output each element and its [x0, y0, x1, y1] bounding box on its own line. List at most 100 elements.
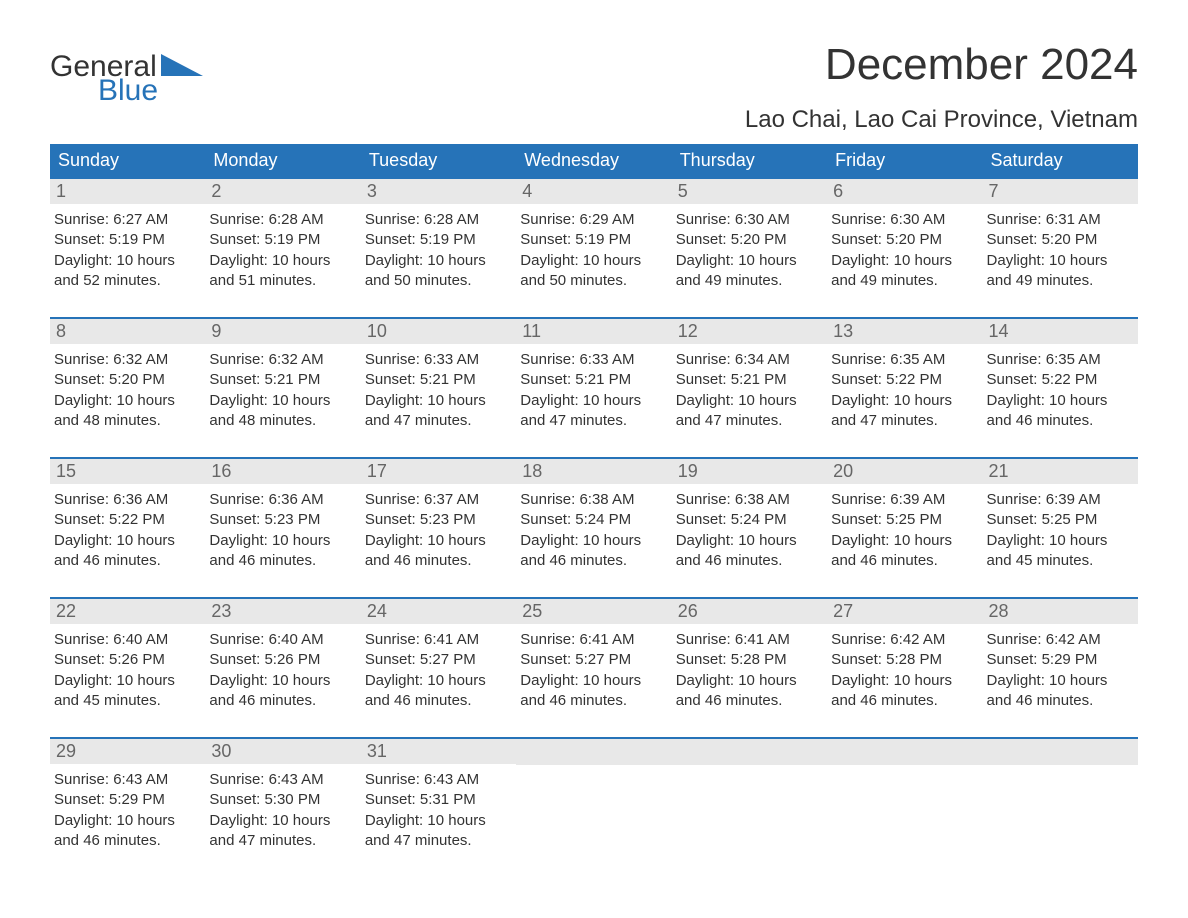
day-cell: 20Sunrise: 6:39 AMSunset: 5:25 PMDayligh…	[827, 459, 982, 575]
day-number: 16	[205, 459, 360, 484]
calendar: SundayMondayTuesdayWednesdayThursdayFrid…	[50, 144, 1138, 855]
day-line-d2: and 46 minutes.	[987, 691, 1134, 711]
day-body: Sunrise: 6:37 AMSunset: 5:23 PMDaylight:…	[361, 484, 516, 575]
day-number: 10	[361, 319, 516, 344]
day-body: Sunrise: 6:40 AMSunset: 5:26 PMDaylight:…	[50, 624, 205, 715]
logo-triangle-icon	[161, 54, 203, 81]
day-cell: 11Sunrise: 6:33 AMSunset: 5:21 PMDayligh…	[516, 319, 671, 435]
day-cell: 9Sunrise: 6:32 AMSunset: 5:21 PMDaylight…	[205, 319, 360, 435]
week-row: 1Sunrise: 6:27 AMSunset: 5:19 PMDaylight…	[50, 177, 1138, 295]
day-number: 21	[983, 459, 1138, 484]
day-line-d2: and 51 minutes.	[209, 271, 356, 291]
day-body: Sunrise: 6:39 AMSunset: 5:25 PMDaylight:…	[983, 484, 1138, 575]
day-line-sunrise: Sunrise: 6:43 AM	[54, 770, 201, 790]
day-line-d2: and 46 minutes.	[209, 691, 356, 711]
day-line-d1: Daylight: 10 hours	[987, 671, 1134, 691]
day-line-sunset: Sunset: 5:22 PM	[987, 370, 1134, 390]
day-line-d1: Daylight: 10 hours	[520, 671, 667, 691]
day-number: 7	[983, 179, 1138, 204]
day-cell: 1Sunrise: 6:27 AMSunset: 5:19 PMDaylight…	[50, 179, 205, 295]
day-line-sunset: Sunset: 5:20 PM	[987, 230, 1134, 250]
day-line-d2: and 49 minutes.	[987, 271, 1134, 291]
day-body: Sunrise: 6:41 AMSunset: 5:27 PMDaylight:…	[516, 624, 671, 715]
day-line-sunset: Sunset: 5:27 PM	[520, 650, 667, 670]
day-cell: 26Sunrise: 6:41 AMSunset: 5:28 PMDayligh…	[672, 599, 827, 715]
day-line-sunset: Sunset: 5:20 PM	[54, 370, 201, 390]
day-line-d2: and 47 minutes.	[209, 831, 356, 851]
day-cell: 19Sunrise: 6:38 AMSunset: 5:24 PMDayligh…	[672, 459, 827, 575]
day-cell: 3Sunrise: 6:28 AMSunset: 5:19 PMDaylight…	[361, 179, 516, 295]
day-line-sunrise: Sunrise: 6:30 AM	[676, 210, 823, 230]
day-number: 20	[827, 459, 982, 484]
day-line-sunset: Sunset: 5:19 PM	[54, 230, 201, 250]
day-number: 19	[672, 459, 827, 484]
day-line-sunrise: Sunrise: 6:41 AM	[520, 630, 667, 650]
day-line-sunrise: Sunrise: 6:43 AM	[365, 770, 512, 790]
week-row: 29Sunrise: 6:43 AMSunset: 5:29 PMDayligh…	[50, 737, 1138, 855]
day-line-sunset: Sunset: 5:19 PM	[365, 230, 512, 250]
day-number: 23	[205, 599, 360, 624]
day-number: 26	[672, 599, 827, 624]
day-line-d2: and 46 minutes.	[676, 551, 823, 571]
day-body: Sunrise: 6:41 AMSunset: 5:28 PMDaylight:…	[672, 624, 827, 715]
day-cell: 29Sunrise: 6:43 AMSunset: 5:29 PMDayligh…	[50, 739, 205, 855]
day-line-d1: Daylight: 10 hours	[209, 391, 356, 411]
day-line-sunset: Sunset: 5:22 PM	[831, 370, 978, 390]
day-line-sunrise: Sunrise: 6:43 AM	[209, 770, 356, 790]
day-number: 22	[50, 599, 205, 624]
day-cell: 27Sunrise: 6:42 AMSunset: 5:28 PMDayligh…	[827, 599, 982, 715]
day-line-sunrise: Sunrise: 6:41 AM	[676, 630, 823, 650]
day-body: Sunrise: 6:43 AMSunset: 5:29 PMDaylight:…	[50, 764, 205, 855]
empty-day-header	[983, 739, 1138, 765]
day-number: 9	[205, 319, 360, 344]
day-line-d1: Daylight: 10 hours	[831, 251, 978, 271]
day-number: 6	[827, 179, 982, 204]
day-body: Sunrise: 6:32 AMSunset: 5:21 PMDaylight:…	[205, 344, 360, 435]
day-body: Sunrise: 6:28 AMSunset: 5:19 PMDaylight:…	[205, 204, 360, 295]
day-cell: 12Sunrise: 6:34 AMSunset: 5:21 PMDayligh…	[672, 319, 827, 435]
day-line-d1: Daylight: 10 hours	[54, 391, 201, 411]
day-line-sunrise: Sunrise: 6:32 AM	[209, 350, 356, 370]
day-line-sunrise: Sunrise: 6:29 AM	[520, 210, 667, 230]
day-cell: 16Sunrise: 6:36 AMSunset: 5:23 PMDayligh…	[205, 459, 360, 575]
day-cell: 6Sunrise: 6:30 AMSunset: 5:20 PMDaylight…	[827, 179, 982, 295]
header: General Blue December 2024 Lao Chai, Lao…	[50, 40, 1138, 134]
day-line-d2: and 50 minutes.	[365, 271, 512, 291]
day-cell: 21Sunrise: 6:39 AMSunset: 5:25 PMDayligh…	[983, 459, 1138, 575]
day-cell: 7Sunrise: 6:31 AMSunset: 5:20 PMDaylight…	[983, 179, 1138, 295]
logo: General Blue	[50, 40, 203, 108]
week-row: 8Sunrise: 6:32 AMSunset: 5:20 PMDaylight…	[50, 317, 1138, 435]
day-line-d2: and 45 minutes.	[54, 691, 201, 711]
day-cell: 15Sunrise: 6:36 AMSunset: 5:22 PMDayligh…	[50, 459, 205, 575]
day-number: 18	[516, 459, 671, 484]
day-line-sunrise: Sunrise: 6:40 AM	[54, 630, 201, 650]
day-body: Sunrise: 6:27 AMSunset: 5:19 PMDaylight:…	[50, 204, 205, 295]
day-cell: 18Sunrise: 6:38 AMSunset: 5:24 PMDayligh…	[516, 459, 671, 575]
day-body: Sunrise: 6:39 AMSunset: 5:25 PMDaylight:…	[827, 484, 982, 575]
day-line-d2: and 46 minutes.	[365, 691, 512, 711]
day-line-sunrise: Sunrise: 6:27 AM	[54, 210, 201, 230]
day-line-sunset: Sunset: 5:21 PM	[209, 370, 356, 390]
day-line-sunrise: Sunrise: 6:30 AM	[831, 210, 978, 230]
day-cell: 17Sunrise: 6:37 AMSunset: 5:23 PMDayligh…	[361, 459, 516, 575]
day-line-sunset: Sunset: 5:19 PM	[209, 230, 356, 250]
day-line-sunrise: Sunrise: 6:39 AM	[831, 490, 978, 510]
day-cell: 14Sunrise: 6:35 AMSunset: 5:22 PMDayligh…	[983, 319, 1138, 435]
day-cell: 22Sunrise: 6:40 AMSunset: 5:26 PMDayligh…	[50, 599, 205, 715]
day-line-d1: Daylight: 10 hours	[676, 251, 823, 271]
day-line-d2: and 46 minutes.	[54, 831, 201, 851]
day-number: 2	[205, 179, 360, 204]
day-line-sunrise: Sunrise: 6:36 AM	[54, 490, 201, 510]
day-line-sunset: Sunset: 5:23 PM	[365, 510, 512, 530]
empty-day-header	[672, 739, 827, 765]
day-cell	[516, 739, 671, 855]
empty-day-header	[516, 739, 671, 765]
empty-day-header	[827, 739, 982, 765]
day-line-d1: Daylight: 10 hours	[676, 391, 823, 411]
day-line-d1: Daylight: 10 hours	[365, 251, 512, 271]
day-line-d1: Daylight: 10 hours	[209, 671, 356, 691]
day-line-d2: and 49 minutes.	[831, 271, 978, 291]
day-line-d1: Daylight: 10 hours	[520, 251, 667, 271]
day-line-sunrise: Sunrise: 6:35 AM	[831, 350, 978, 370]
day-line-d2: and 46 minutes.	[831, 691, 978, 711]
